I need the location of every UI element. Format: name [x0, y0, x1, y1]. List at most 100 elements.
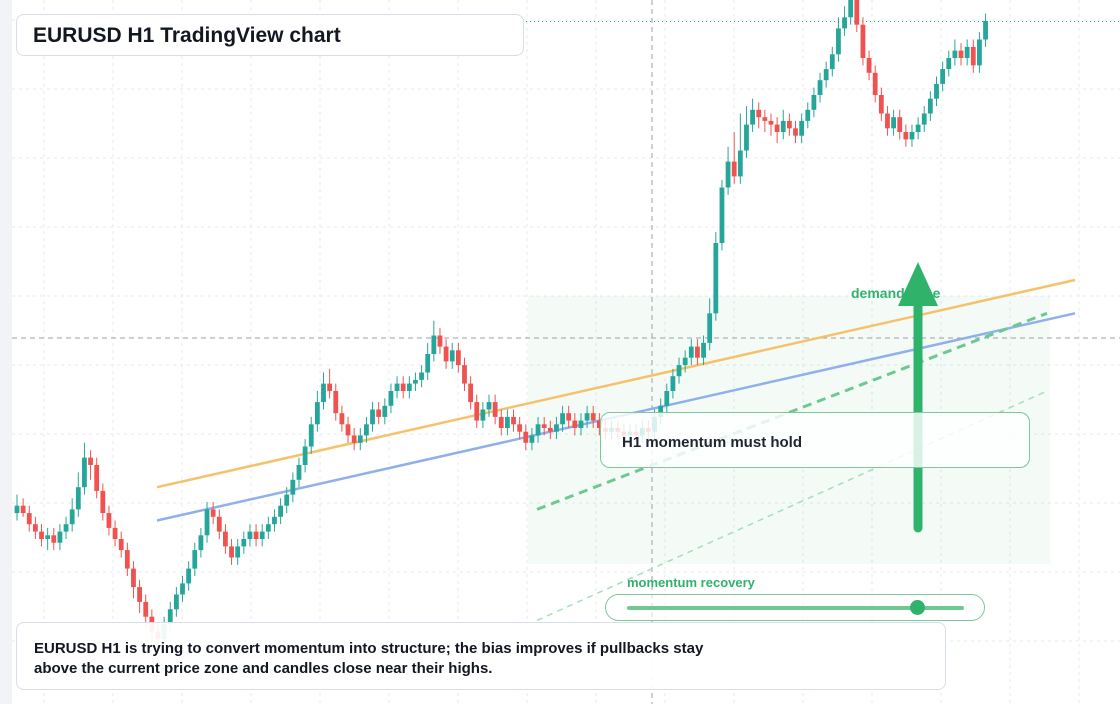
candle-body: [817, 80, 823, 95]
candle-body: [284, 494, 290, 506]
candle-body: [983, 21, 988, 40]
candle-body: [253, 531, 259, 539]
candle-body: [216, 516, 222, 532]
candle-body: [725, 161, 731, 188]
candle-body: [204, 509, 210, 536]
candle-body: [124, 550, 130, 569]
candle-body: [94, 465, 100, 491]
candle-body: [394, 383, 400, 391]
candle-body: [455, 350, 461, 366]
candle-body: [946, 58, 952, 70]
candle-body: [695, 346, 700, 358]
candle-body: [437, 335, 443, 347]
candle-body: [14, 505, 20, 514]
candle-body: [590, 413, 596, 421]
candle-body: [885, 113, 890, 129]
bullish-arrow-head: [898, 262, 938, 306]
candle-body: [308, 424, 314, 447]
candle-body: [419, 372, 424, 380]
candle-body: [480, 409, 486, 421]
candle-body: [572, 420, 578, 428]
candle-body: [498, 416, 504, 428]
candle-body: [774, 124, 780, 132]
candle-body: [173, 594, 179, 610]
candle-body: [664, 391, 670, 406]
candle-body: [793, 128, 798, 136]
candle-body: [137, 587, 142, 602]
candle-body: [388, 391, 394, 406]
candle-body: [186, 568, 192, 584]
candle-body: [866, 58, 872, 73]
candle-body: [860, 24, 866, 58]
candle-body: [376, 409, 382, 417]
chart-title-box: EURUSD H1 TradingView chart: [16, 14, 524, 56]
candle-body: [658, 405, 664, 417]
candle-body: [192, 550, 198, 569]
momentum-meter-knob[interactable]: [909, 600, 925, 615]
candle-body: [247, 531, 253, 539]
candle-body: [934, 83, 939, 99]
candle-body: [235, 546, 241, 558]
candle-body: [940, 69, 946, 84]
candle-body: [529, 435, 535, 443]
candle-body: [474, 402, 480, 421]
candle-body: [69, 509, 75, 525]
candle-body: [259, 531, 265, 539]
candle-body: [927, 98, 933, 114]
candle-body: [799, 120, 805, 136]
candle-body: [321, 383, 326, 403]
momentum-meter[interactable]: [605, 594, 985, 621]
candle-body: [431, 335, 437, 354]
candle-body: [560, 413, 565, 425]
candle-body: [848, 0, 854, 18]
candle-body: [756, 109, 762, 118]
candle-body: [290, 479, 296, 495]
candle-body: [921, 113, 927, 125]
candle-body: [88, 457, 93, 465]
candle-body: [566, 413, 572, 421]
candle-body: [112, 527, 118, 539]
candle-body: [744, 124, 749, 151]
candle-body: [786, 120, 792, 129]
candle-body: [339, 413, 345, 425]
candle-body: [909, 132, 915, 140]
candle-body: [229, 546, 234, 558]
demand-zone-label: demand zone: [851, 285, 941, 301]
candle-body: [768, 120, 774, 125]
candle-body: [63, 524, 69, 532]
candle-body: [688, 346, 694, 358]
candle-body: [578, 420, 584, 428]
candle-body: [707, 313, 713, 343]
candle-body: [167, 609, 173, 625]
momentum-note-box[interactable]: H1 momentum must hold: [600, 412, 1030, 468]
candle-body: [854, 0, 860, 25]
candle-body: [492, 402, 498, 417]
candle-body: [265, 524, 271, 532]
candle-body: [952, 50, 958, 58]
candle-body: [106, 513, 112, 528]
candle-body: [780, 120, 786, 132]
candle-body: [296, 465, 302, 480]
candle-body: [584, 413, 590, 421]
candle-body: [351, 435, 357, 443]
momentum-note-text: H1 momentum must hold: [622, 434, 803, 451]
caption-box: EURUSD H1 is trying to convert momentum …: [16, 622, 946, 690]
candle-body: [958, 50, 964, 58]
candle-body: [382, 405, 388, 417]
candle-body: [676, 365, 682, 377]
left-edge-strip: [0, 0, 12, 704]
candle-body: [425, 354, 431, 373]
candle-body: [670, 376, 676, 391]
candle-body: [333, 391, 339, 414]
candle-body: [805, 109, 811, 121]
candle-body: [210, 509, 216, 517]
candle-body: [57, 531, 63, 543]
candle-body: [100, 490, 106, 514]
candle-body: [977, 39, 982, 66]
momentum-meter-label: momentum recovery: [627, 575, 755, 590]
candle-body: [406, 383, 412, 391]
candle-body: [20, 505, 26, 514]
candle-body: [878, 95, 884, 114]
candle-body: [314, 402, 320, 425]
candle-body: [682, 357, 688, 366]
